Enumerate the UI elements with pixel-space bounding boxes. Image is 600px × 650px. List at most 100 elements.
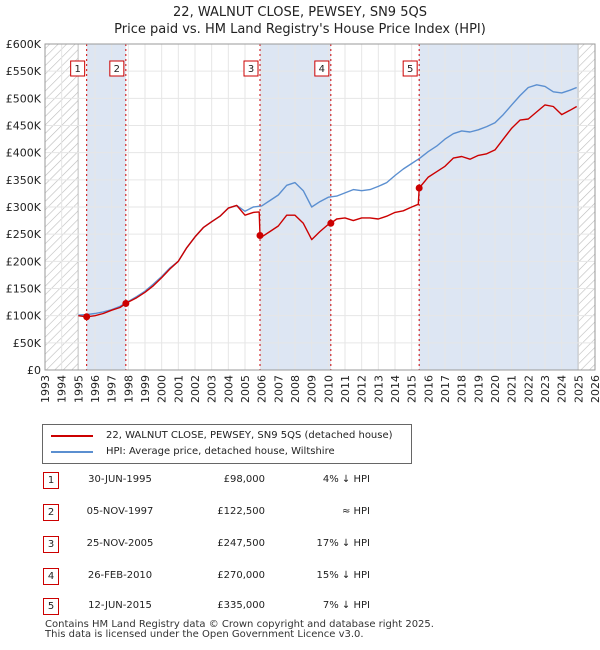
y-tick-label: £100K bbox=[6, 310, 42, 323]
table-row: 1 30-JUN-1995 £98,000 4% ↓ HPI bbox=[0, 470, 600, 490]
event-badge bbox=[402, 60, 418, 77]
y-tick-label: £450K bbox=[6, 120, 42, 133]
footer-line2: This data is licensed under the Open Gov… bbox=[45, 629, 364, 640]
x-tick-label: 2006 bbox=[256, 375, 269, 403]
y-tick-label: £150K bbox=[6, 283, 42, 296]
legend: 22, WALNUT CLOSE, PEWSEY, SN9 5QS (detac… bbox=[42, 424, 412, 464]
y-tick-label: £0 bbox=[27, 364, 41, 377]
sale-price: £98,000 bbox=[223, 474, 265, 485]
x-tick-label: 1994 bbox=[56, 375, 69, 403]
y-tick-label: £300K bbox=[6, 201, 42, 214]
x-tick-label: 2023 bbox=[539, 375, 552, 403]
x-tick-label: 2013 bbox=[372, 375, 385, 403]
y-tick-label: £200K bbox=[6, 255, 42, 268]
event-badge-label: 1 bbox=[74, 64, 80, 75]
x-tick-label: 2019 bbox=[472, 375, 485, 403]
sale-price: £270,000 bbox=[217, 570, 265, 581]
y-tick-label: £250K bbox=[6, 228, 42, 241]
x-tick-label: 2004 bbox=[222, 375, 235, 403]
sale-date: 12-JUN-2015 bbox=[88, 600, 152, 611]
x-tick-label: 2010 bbox=[322, 375, 335, 403]
event-badge-label: 4 bbox=[319, 64, 325, 75]
marker-badge: 2 bbox=[43, 504, 59, 521]
table-row: 5 12-JUN-2015 £335,000 7% ↓ HPI bbox=[0, 596, 600, 616]
plot-frame bbox=[44, 43, 596, 371]
sale-point bbox=[83, 313, 91, 321]
marker-badge: 1 bbox=[43, 472, 59, 489]
x-tick-label: 2000 bbox=[156, 375, 169, 403]
marker-badge: 4 bbox=[43, 568, 59, 585]
sale-point bbox=[256, 232, 264, 240]
marker-badge: 5 bbox=[43, 598, 59, 615]
legend-label-price: 22, WALNUT CLOSE, PEWSEY, SN9 5QS (detac… bbox=[106, 430, 393, 441]
x-tick-label: 2026 bbox=[589, 375, 600, 403]
hpi-comparison: 15% ↓ HPI bbox=[316, 570, 370, 581]
hpi-comparison: 17% ↓ HPI bbox=[316, 538, 370, 549]
marker-badge: 3 bbox=[43, 536, 59, 553]
y-tick-label: £550K bbox=[6, 65, 42, 78]
x-tick-label: 1996 bbox=[89, 375, 102, 403]
chart-title-line2: Price paid vs. HM Land Registry's House … bbox=[114, 22, 486, 37]
sale-price: £122,500 bbox=[217, 506, 265, 517]
y-tick-label: £350K bbox=[6, 174, 42, 187]
sale-date: 30-JUN-1995 bbox=[88, 474, 152, 485]
event-badge bbox=[109, 60, 125, 77]
x-tick-label: 2001 bbox=[172, 375, 185, 403]
x-tick-label: 2008 bbox=[289, 375, 302, 403]
table-row: 4 26-FEB-2010 £270,000 15% ↓ HPI bbox=[0, 566, 600, 586]
price-chart: 1 2 3 4 5 £0 £50K £100K £150K £200K £250K £300K £35… bbox=[6, 38, 600, 403]
x-tick-label: 2015 bbox=[406, 375, 419, 403]
x-tick-label: 2024 bbox=[556, 375, 569, 403]
x-tick-label: 1997 bbox=[106, 375, 119, 403]
x-tick-label: 2009 bbox=[306, 375, 319, 403]
sale-date: 26-FEB-2010 bbox=[87, 570, 153, 581]
x-tick-label: 2017 bbox=[439, 375, 452, 403]
footer-attribution: Contains HM Land Registry data © Crown c… bbox=[45, 620, 434, 640]
x-tick-label: 1995 bbox=[72, 375, 85, 403]
event-badge bbox=[314, 60, 330, 77]
x-tick-label: 2022 bbox=[522, 375, 535, 403]
legend-label-hpi: HPI: Average price, detached house, Wilt… bbox=[106, 446, 335, 457]
y-tick-label: £500K bbox=[6, 92, 42, 105]
chart-events: 1 2 3 4 5 bbox=[70, 44, 423, 370]
hpi-comparison: 7% ↓ HPI bbox=[322, 600, 370, 611]
x-tick-label: 2003 bbox=[206, 375, 219, 403]
event-badge-label: 5 bbox=[407, 64, 413, 75]
table-row: 3 25-NOV-2005 £247,500 17% ↓ HPI bbox=[0, 534, 600, 554]
y-tick-label: £600K bbox=[6, 38, 42, 51]
x-tick-label: 2016 bbox=[422, 375, 435, 403]
x-tick-label: 2021 bbox=[506, 375, 519, 403]
x-tick-label: 2011 bbox=[339, 375, 352, 403]
footer-line1: Contains HM Land Registry data © Crown c… bbox=[45, 619, 434, 630]
sale-price: £335,000 bbox=[217, 600, 265, 611]
x-tick-label: 2012 bbox=[356, 375, 369, 403]
y-tick-label: £400K bbox=[6, 147, 42, 160]
legend-swatch-hpi bbox=[51, 451, 93, 453]
x-tick-label: 1993 bbox=[39, 375, 52, 403]
x-tick-label: 2018 bbox=[456, 375, 469, 403]
x-tick-label: 2020 bbox=[489, 375, 502, 403]
x-tick-label: 2014 bbox=[389, 375, 402, 403]
chart-axes: £0 £50K £100K £150K £200K £250K £300K £350K £400… bbox=[6, 38, 600, 403]
event-badge bbox=[70, 60, 86, 77]
x-tick-label: 2025 bbox=[572, 375, 585, 403]
table-row: 2 05-NOV-1997 £122,500 ≈ HPI bbox=[0, 502, 600, 522]
event-badge-label: 2 bbox=[114, 64, 120, 75]
chart-title-line1: 22, WALNUT CLOSE, PEWSEY, SN9 5QS bbox=[173, 5, 427, 20]
x-tick-label: 1998 bbox=[122, 375, 135, 403]
sale-date: 05-NOV-1997 bbox=[86, 506, 154, 517]
event-badge-label: 3 bbox=[248, 64, 254, 75]
x-tick-label: 2002 bbox=[189, 375, 202, 403]
event-badge bbox=[243, 60, 259, 77]
sale-price: £247,500 bbox=[217, 538, 265, 549]
x-tick-label: 1999 bbox=[139, 375, 152, 403]
hpi-comparison: 4% ↓ HPI bbox=[322, 474, 370, 485]
sale-date: 25-NOV-2005 bbox=[86, 538, 154, 549]
hpi-line bbox=[78, 84, 577, 316]
y-tick-label: £50K bbox=[13, 337, 42, 350]
sale-point bbox=[415, 184, 423, 192]
sale-point bbox=[327, 219, 335, 227]
x-tick-label: 2005 bbox=[239, 375, 252, 403]
chart-title: 22, WALNUT CLOSE, PEWSEY, SN9 5QS Price … bbox=[0, 4, 600, 38]
x-tick-label: 2007 bbox=[272, 375, 285, 403]
